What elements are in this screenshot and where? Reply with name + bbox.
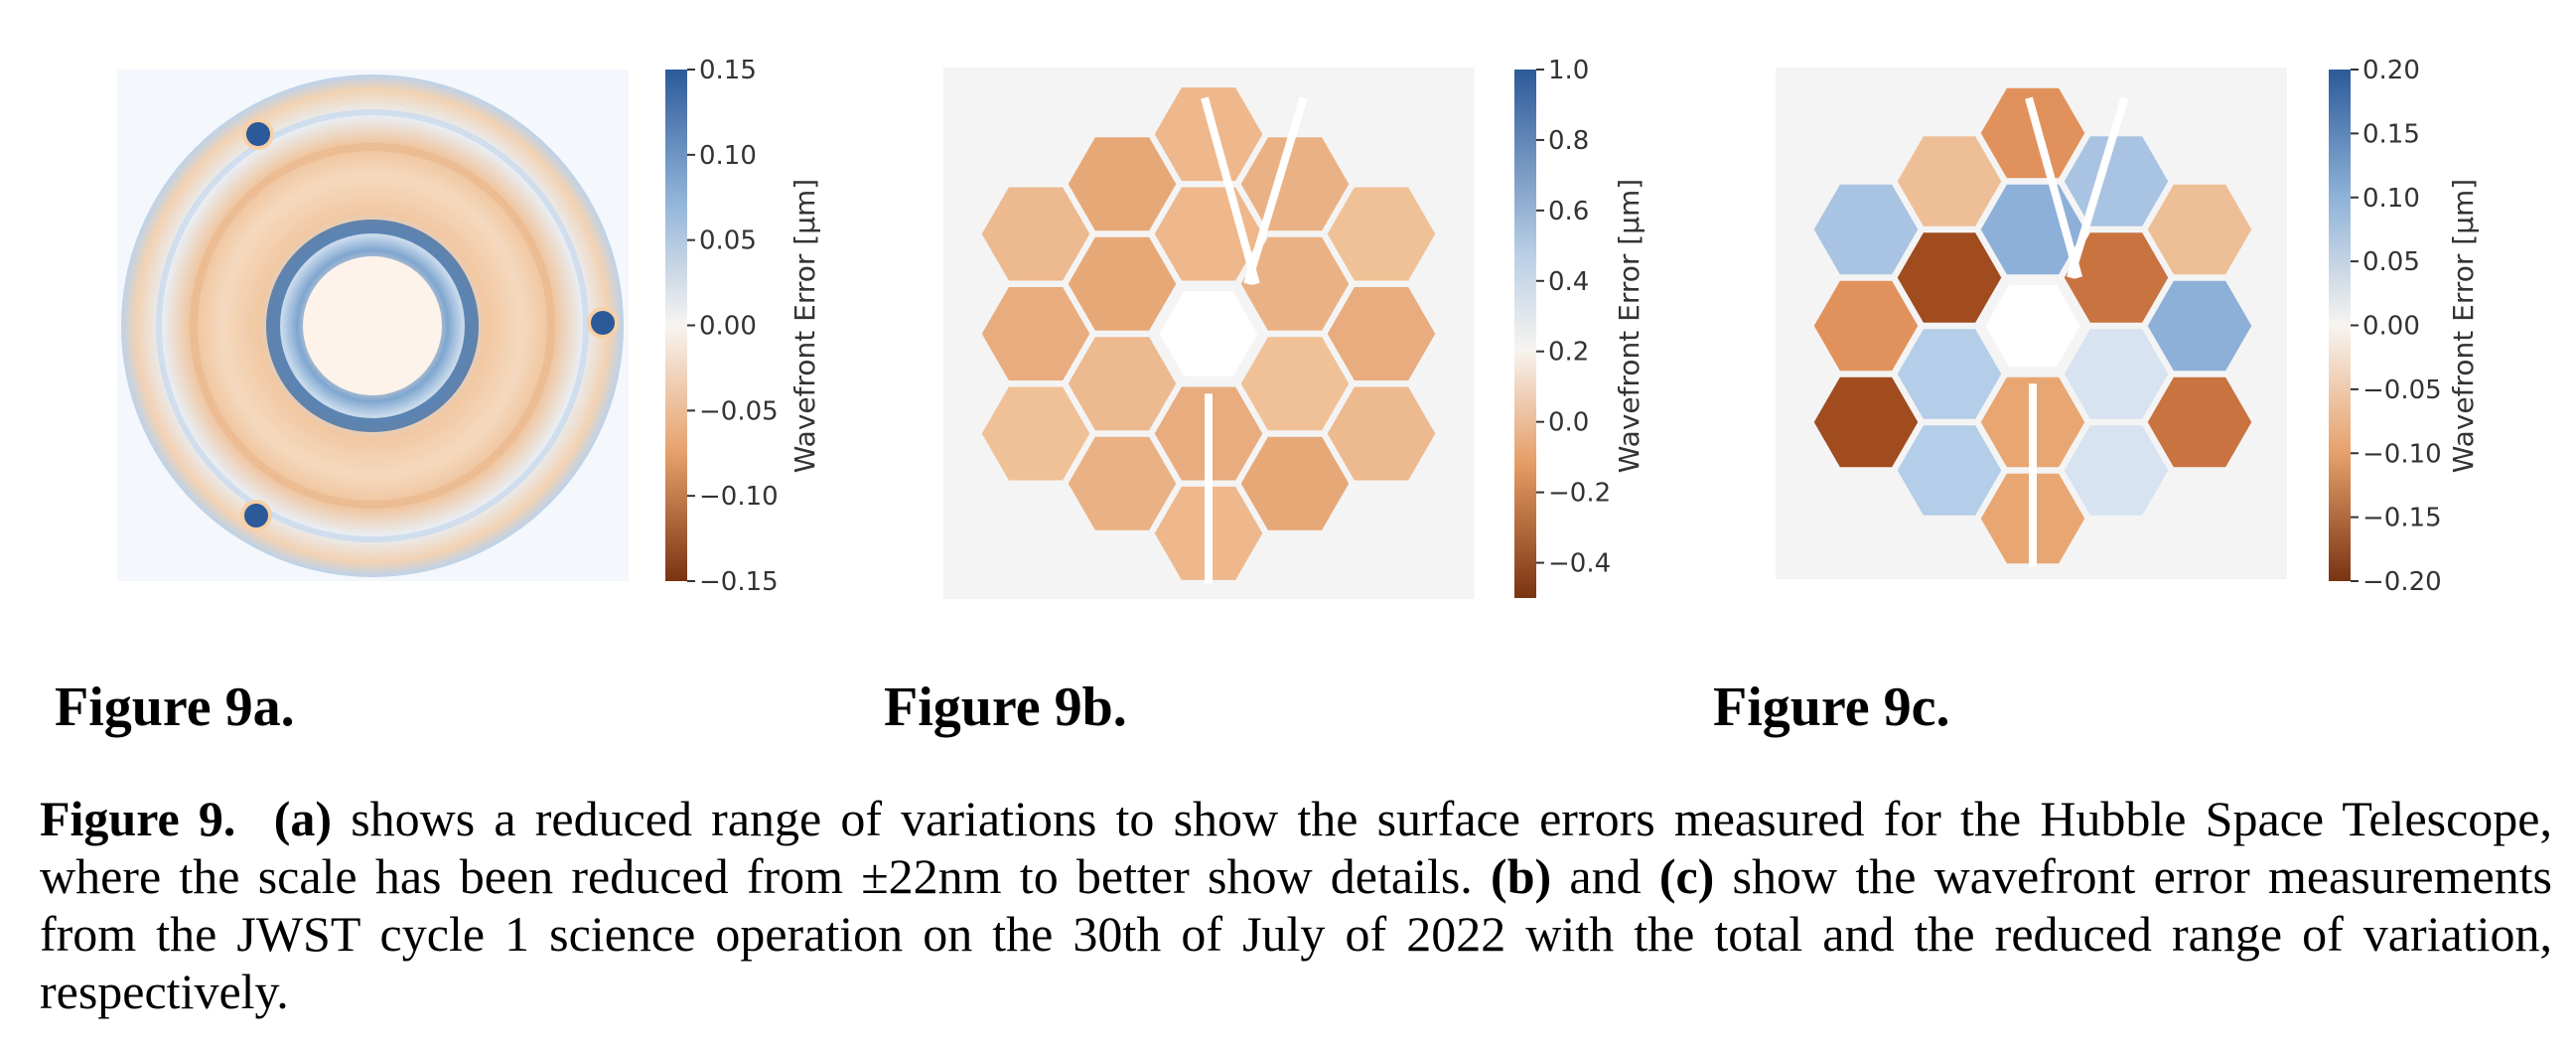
colorbar-tick-label: 0.15: [699, 56, 757, 85]
pad-marker-1: [242, 118, 274, 150]
mirror-segment: [2144, 181, 2255, 278]
colorbar-a: [665, 70, 687, 581]
spider-strut: [2025, 96, 2083, 279]
central-obscuration: [303, 256, 442, 395]
figure-label-b: Figure 9b.: [884, 676, 1127, 738]
colorbar-a-ticks: 0.15 0.10 0.05 0.00 −0.05 −0.10 −0.15: [687, 56, 779, 597]
caption-text-1: shows a reduced range of variations to s…: [40, 791, 2552, 904]
pad-marker-2: [587, 307, 619, 339]
figure-label-a: Figure 9a.: [55, 676, 295, 738]
colorbar-tick-label: 0.00: [699, 312, 757, 342]
colorbar-tick-label: 0.2: [1548, 338, 1589, 368]
panel-b: 1.0 0.8 0.6 0.4 0.2 0.0 −0.2 −0.4 Wavefront Err…: [938, 56, 1792, 616]
mirror-segment: [1065, 233, 1180, 334]
colorbar-tick-label: 0.00: [2362, 312, 2420, 342]
mirror-segment: [1894, 133, 2005, 229]
mirror-segment: [1324, 184, 1439, 284]
mirror-segment: [1237, 433, 1353, 533]
colorbar-c-ticks: 0.20 0.15 0.10 0.05 0.00 −0.05 −0.10 −0.15 −0.20: [2351, 56, 2442, 597]
mirror-segment: [978, 383, 1093, 484]
mirror-segment: [1894, 422, 2005, 519]
mirror-segment: [2061, 229, 2172, 326]
caption-ref-c: (c): [1658, 848, 1715, 904]
colorbar-tick-label: 0.05: [699, 226, 757, 256]
jwst-segments-c: [1810, 84, 2255, 567]
panel-c: 0.20 0.15 0.10 0.05 0.00 −0.05 −0.10 −0.15 −0.20…: [1773, 56, 2576, 616]
mirror-segment: [2144, 374, 2255, 471]
mirror-segment: [1894, 229, 2005, 326]
colorbar-tick-label: 0.0: [1548, 408, 1589, 438]
mirror-segment: [1894, 326, 2005, 422]
mirror-segment: [2144, 277, 2255, 375]
colorbar-tick-label: 0.8: [1548, 126, 1589, 156]
colorbar-tick-label: −0.20: [2362, 567, 2442, 597]
panel-b-svg: 1.0 0.8 0.6 0.4 0.2 0.0 −0.2 −0.4 Wavefront Err…: [943, 56, 1646, 599]
caption-text-2: show the wavefront error measurements fr…: [40, 848, 2552, 1019]
mirror-segment: [1237, 334, 1353, 434]
mirror-segment: [1065, 134, 1180, 234]
colorbar-tick-label: −0.10: [2362, 439, 2442, 469]
colorbar-tick-label: −0.05: [2362, 375, 2442, 405]
colorbar-b-title: Wavefront Error [μm]: [1613, 179, 1646, 473]
panel-c-svg: 0.20 0.15 0.10 0.05 0.00 −0.05 −0.10 −0.15 −0.20…: [1776, 56, 2480, 597]
colorbar-b: [1514, 70, 1536, 598]
colorbar-tick-label: −0.15: [2362, 504, 2442, 533]
mirror-segment: [1810, 181, 1922, 278]
mirror-segment: [1810, 374, 1922, 471]
panel-a-svg: 0.15 0.10 0.05 0.00 −0.05 −0.10 −0.15 Wavefron…: [117, 56, 821, 597]
colorbar-tick-label: 0.05: [2362, 247, 2420, 277]
caption-ref-a: (a): [273, 791, 333, 846]
colorbar-tick-label: 0.20: [2362, 56, 2420, 85]
spider-strut: [2066, 96, 2129, 279]
central-ring: [266, 220, 479, 432]
central-hole: [1159, 291, 1258, 376]
colorbar-b-ticks: 1.0 0.8 0.6 0.4 0.2 0.0 −0.2 −0.4: [1536, 56, 1611, 579]
mirror-segment: [1810, 277, 1922, 375]
colorbar-tick-label: −0.10: [699, 482, 779, 512]
caption-ref-b: (b): [1491, 848, 1552, 904]
caption-lead: Figure 9.: [40, 791, 236, 846]
mirror-segment: [978, 184, 1093, 284]
colorbar-tick-label: 1.0: [1548, 56, 1589, 85]
mirror-segment: [2061, 326, 2172, 422]
mirror-segment: [1237, 233, 1353, 334]
colorbar-c-title: Wavefront Error [μm]: [2447, 179, 2480, 473]
mirror-segment: [2061, 422, 2172, 519]
pad-marker-3: [240, 500, 272, 531]
mirror-segment: [1151, 84, 1266, 185]
colorbar-tick-label: 0.4: [1548, 267, 1589, 297]
panel-a: 0.15 0.10 0.05 0.00 −0.05 −0.10 −0.15 Wavefron…: [109, 56, 963, 616]
mirror-segment: [1065, 433, 1180, 533]
mirror-segment: [1065, 334, 1180, 434]
spider-strut: [1243, 96, 1308, 285]
colorbar-tick-label: 0.10: [2362, 184, 2420, 214]
colorbar-tick-label: 0.6: [1548, 197, 1589, 226]
colorbar-tick-label: −0.15: [699, 567, 779, 597]
mirror-segment: [978, 284, 1093, 383]
central-hole: [1985, 284, 2080, 368]
colorbar-tick-label: −0.4: [1548, 549, 1611, 579]
mirror-segment: [1977, 84, 2088, 182]
colorbar-tick-label: −0.05: [699, 396, 779, 426]
mirror-segment: [1324, 383, 1439, 484]
caption-and: and: [1551, 848, 1659, 904]
figure-caption: Figure 9. (a) shows a reduced range of v…: [40, 790, 2552, 1020]
colorbar-tick-label: 0.15: [2362, 119, 2420, 149]
colorbar-tick-label: −0.2: [1548, 479, 1611, 509]
colorbar-a-title: Wavefront Error [μm]: [788, 179, 821, 473]
colorbar-tick-label: 0.10: [699, 141, 757, 171]
figure-label-c: Figure 9c.: [1713, 676, 1950, 738]
spider-strut: [1201, 96, 1260, 285]
jwst-segments-b: [978, 84, 1439, 584]
mirror-segment: [1324, 284, 1439, 383]
colorbar-c: [2329, 70, 2351, 581]
